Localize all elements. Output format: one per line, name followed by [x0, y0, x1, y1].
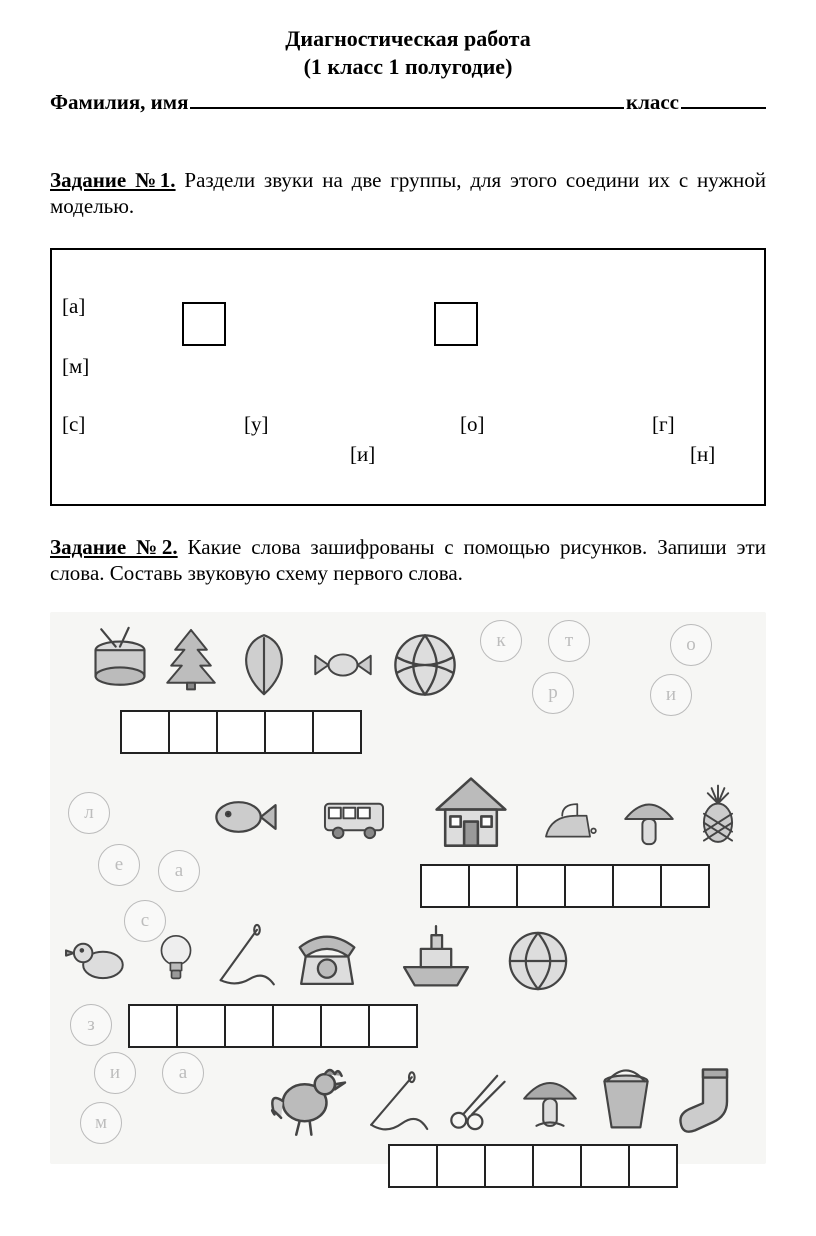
task1-frame: [а] [м] [с] [у] [о] [г] [и] [н] [50, 248, 766, 506]
task2-text: Задание №2. Какие слова зашифрованы с по… [50, 534, 766, 587]
answer-cell[interactable] [564, 864, 614, 908]
task2-title: Задание №2. [50, 535, 178, 559]
sound-5: [г] [652, 412, 675, 437]
answer-cell[interactable] [628, 1144, 678, 1188]
answer-cell[interactable] [420, 864, 470, 908]
model-box-1[interactable] [182, 302, 226, 346]
sound-0: [а] [62, 294, 85, 319]
bg-letter-circle: е [98, 844, 140, 886]
answer-cell[interactable] [368, 1004, 418, 1048]
answer-cells[interactable] [420, 864, 708, 908]
bg-letter-circle: р [532, 672, 574, 714]
sock-icon [670, 1060, 752, 1140]
rooster-icon [266, 1052, 350, 1140]
bg-letter-circle: к [480, 620, 522, 662]
mushroom2-icon [516, 1060, 584, 1140]
answer-cell[interactable] [272, 1004, 322, 1048]
iron-icon [524, 796, 612, 854]
needle2-icon [356, 1066, 434, 1136]
mushroom-icon [616, 782, 682, 856]
bg-letter-circle: о [670, 624, 712, 666]
task1-text: Задание №1. Раздели звуки на две группы,… [50, 167, 766, 220]
bg-letter-circle: и [650, 674, 692, 716]
drum-icon [84, 622, 156, 700]
answer-cell[interactable] [484, 1144, 534, 1188]
needle-icon [208, 916, 278, 994]
house-icon [424, 770, 518, 856]
bg-letter-circle: з [70, 1004, 112, 1046]
answer-cell[interactable] [224, 1004, 274, 1048]
answer-cell[interactable] [312, 710, 362, 754]
duck-icon [56, 924, 142, 990]
task1-title: Задание №1. [50, 168, 176, 192]
answer-cell[interactable] [612, 864, 662, 908]
class-blank[interactable] [681, 86, 766, 109]
bg-letter-circle: а [158, 850, 200, 892]
name-label: Фамилия, имя [50, 90, 188, 115]
model-box-2[interactable] [434, 302, 478, 346]
name-line: Фамилия, имя класс [50, 86, 766, 115]
answer-cell[interactable] [264, 710, 314, 754]
answer-cells[interactable] [120, 710, 360, 754]
ship-icon [378, 920, 494, 996]
answer-cell[interactable] [468, 864, 518, 908]
answer-cell[interactable] [168, 710, 218, 754]
bg-letter-circle: а [162, 1052, 204, 1094]
phone-icon [282, 920, 372, 996]
answer-cells[interactable] [388, 1144, 676, 1188]
bus-icon [290, 784, 418, 850]
sound-1: [м] [62, 354, 89, 379]
doc-subtitle: (1 класс 1 полугодие) [50, 54, 766, 80]
illustration-area: кторилеасзиам [50, 612, 766, 1164]
bg-letter-circle: и [94, 1052, 136, 1094]
answer-cell[interactable] [388, 1144, 438, 1188]
scissors-icon [438, 1064, 512, 1138]
class-label: класс [626, 90, 679, 115]
ball-icon [386, 626, 464, 704]
fish-icon [200, 780, 286, 854]
bg-letter-circle: т [548, 620, 590, 662]
answer-cell[interactable] [128, 1004, 178, 1048]
answer-cell[interactable] [216, 710, 266, 754]
answer-cells[interactable] [128, 1004, 416, 1048]
doc-title: Диагностическая работа [50, 26, 766, 52]
sound-7: [н] [690, 442, 715, 467]
name-blank[interactable] [190, 86, 624, 109]
leaf-icon [228, 628, 300, 700]
answer-cell[interactable] [320, 1004, 370, 1048]
answer-cell[interactable] [660, 864, 710, 908]
answer-cell[interactable] [436, 1144, 486, 1188]
ball2-icon [500, 924, 576, 998]
pineapple-icon [686, 772, 750, 858]
tree-icon [158, 616, 224, 702]
candy-icon [304, 632, 382, 698]
sound-6: [и] [350, 442, 375, 467]
sound-3: [у] [244, 412, 269, 437]
sound-2: [с] [62, 412, 85, 437]
answer-cell[interactable] [516, 864, 566, 908]
bg-letter-circle: л [68, 792, 110, 834]
bg-letter-circle: м [80, 1102, 122, 1144]
answer-cell[interactable] [532, 1144, 582, 1188]
answer-cell[interactable] [120, 710, 170, 754]
bucket-icon [590, 1060, 662, 1140]
answer-cell[interactable] [176, 1004, 226, 1048]
answer-cell[interactable] [580, 1144, 630, 1188]
bulb-icon [148, 914, 204, 998]
sound-4: [о] [460, 412, 485, 437]
